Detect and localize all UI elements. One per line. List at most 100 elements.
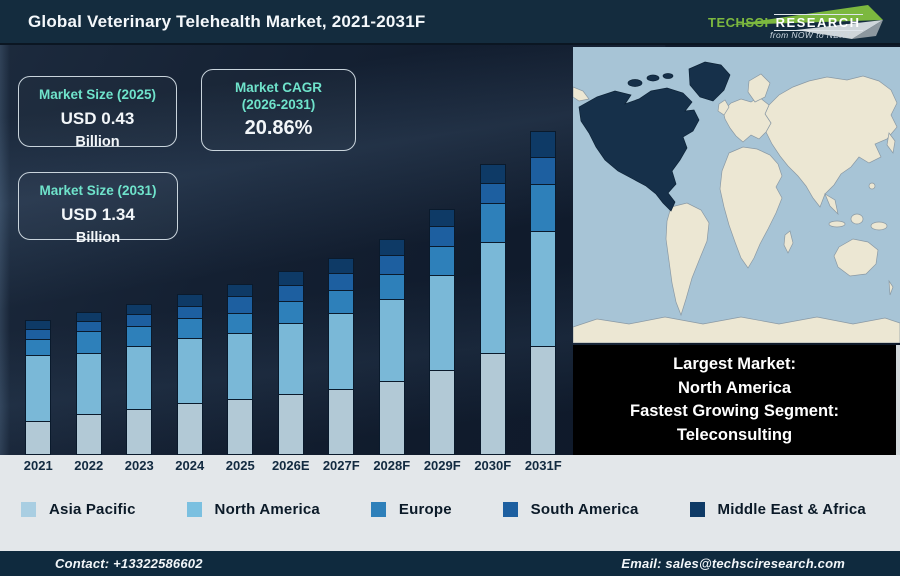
bar-2021 — [13, 320, 64, 455]
bar-segment-middle-east-africa — [227, 284, 254, 296]
x-axis-label-2028F: 2028F — [373, 458, 411, 473]
legend-label: South America — [530, 501, 639, 518]
stat-value: 20.86% — [244, 117, 313, 139]
bar-segment-south-america — [378, 255, 405, 274]
stat-label: Market Size (2031) — [39, 183, 157, 198]
bar-segment-europe — [176, 318, 203, 338]
region-japan — [886, 132, 896, 154]
bar-segment-south-america — [176, 306, 203, 318]
legend-item-south-america: South America — [502, 501, 639, 518]
x-axis-label-2023: 2023 — [124, 458, 154, 473]
bar-segment-south-america — [479, 183, 506, 203]
bar-segment-asia-pacific — [126, 409, 153, 455]
title-bar: Global Veterinary Telehealth Market, 202… — [0, 0, 900, 45]
region-arctic-islands — [662, 73, 674, 79]
x-axis-label-2025: 2025 — [225, 458, 255, 473]
region-africa — [719, 146, 783, 269]
x-axis: 2021 2022 2023 2024 2025 2026E 2027F 2028F 2029F… — [13, 458, 569, 473]
bar-chart — [13, 45, 569, 455]
stat-box-market-size-2031: Market Size (2031) USD 1.34 Billion — [18, 172, 178, 246]
footer-bar: Contact: +13322586602 Email: sales@techs… — [0, 551, 900, 576]
x-axis-label-2024: 2024 — [175, 458, 205, 473]
stat-label-years: (2026-2031) — [241, 97, 316, 112]
bar-segment-asia-pacific — [25, 421, 52, 455]
bar-2027F — [316, 258, 367, 455]
bar-segment-north-america — [227, 333, 254, 399]
bar-2022 — [64, 312, 115, 455]
bar-2031F — [518, 131, 569, 455]
bar-2024 — [165, 294, 216, 455]
stat-label: Market CAGR — [234, 80, 323, 95]
x-axis-label-2022: 2022 — [74, 458, 104, 473]
legend-label: Middle East & Africa — [717, 501, 866, 518]
x-axis-label-2026E: 2026E — [271, 458, 310, 473]
bar-segment-south-america — [277, 285, 304, 301]
bar-2029F — [417, 209, 468, 455]
region-philippines — [868, 182, 876, 190]
legend-item-north-america: North America — [186, 501, 320, 518]
region-south-america — [665, 202, 710, 317]
axis-and-legend-band: 2021 2022 2023 2024 2025 2026E 2027F 2028F 2029F… — [0, 455, 900, 551]
bar-segment-middle-east-africa — [378, 239, 405, 255]
region-se-asia — [824, 193, 839, 216]
bar-segment-asia-pacific — [328, 389, 355, 455]
chart-panel: Market Size (2025) USD 0.43 Billion Mark… — [0, 45, 900, 455]
bar-segment-asia-pacific — [75, 414, 102, 455]
bar-segment-north-america — [126, 346, 153, 409]
bar-segment-europe — [25, 339, 52, 355]
stat-box-market-cagr: Market CAGR (2026-2031) 20.86% — [201, 69, 356, 151]
legend-swatch-icon — [21, 502, 36, 517]
bar-segment-north-america — [277, 323, 304, 394]
x-axis-label-2029F: 2029F — [423, 458, 461, 473]
bar-segment-south-america — [429, 226, 456, 246]
legend-label: North America — [214, 501, 320, 518]
world-map — [573, 47, 900, 343]
stat-unit: Billion — [75, 230, 121, 246]
stat-unit: Billion — [75, 134, 120, 150]
info-line: Teleconsulting — [676, 425, 793, 444]
region-chukotka — [573, 86, 590, 102]
bar-segment-europe — [126, 326, 153, 346]
logo-brand-secondary: Research — [773, 14, 863, 31]
bar-segment-north-america — [176, 338, 203, 403]
legend-label: Europe — [398, 501, 452, 518]
stat-box-market-size-2025: Market Size (2025) USD 0.43 Billion — [18, 76, 177, 150]
legend-swatch-icon — [370, 502, 386, 517]
bar-segment-middle-east-africa — [328, 258, 355, 273]
legend-item-middle-east-africa: Middle East & Africa — [689, 501, 866, 518]
bar-segment-north-america — [479, 242, 506, 353]
bar-segment-south-america — [25, 329, 52, 339]
map-land-regions — [573, 73, 900, 343]
region-australia — [833, 238, 879, 277]
info-line: Largest Market: — [673, 355, 796, 373]
bar-segment-asia-pacific — [429, 370, 456, 455]
region-uk — [717, 99, 730, 116]
chart-legend: Asia Pacific North America Europe South Ame… — [0, 501, 900, 518]
techsci-research-logo: TechSci Research from NOW to NEXT — [700, 3, 890, 43]
region-borneo — [850, 213, 864, 225]
x-axis-label-2031F: 2031F — [524, 458, 562, 473]
bar-segment-middle-east-africa — [277, 271, 304, 285]
bar-segment-south-america — [530, 157, 557, 184]
footer-email: Email: sales@techsciresearch.com — [621, 556, 845, 571]
bar-2026E — [266, 271, 317, 455]
footer-contact: Contact: +13322586602 — [55, 556, 203, 571]
region-greenland — [688, 61, 731, 102]
region-arctic-islands — [627, 79, 643, 87]
bar-segment-north-america — [429, 275, 456, 370]
bar-segment-asia-pacific — [176, 403, 203, 455]
region-arctic-islands — [646, 74, 660, 82]
logo-brand-primary: TechSci — [708, 15, 769, 30]
stat-value: USD 0.43 — [60, 109, 135, 128]
info-line: Fastest Growing Segment: — [629, 402, 840, 420]
page-title: Global Veterinary Telehealth Market, 202… — [28, 11, 426, 31]
bar-segment-asia-pacific — [479, 353, 506, 455]
x-axis-label-2027F: 2027F — [322, 458, 360, 473]
bar-segment-asia-pacific — [530, 346, 557, 455]
legend-label: Asia Pacific — [49, 501, 136, 518]
bar-segment-middle-east-africa — [429, 209, 456, 226]
bar-segment-north-america — [328, 313, 355, 389]
bar-2025 — [215, 284, 266, 455]
bar-segment-middle-east-africa — [530, 131, 557, 157]
region-madagascar — [783, 230, 794, 254]
